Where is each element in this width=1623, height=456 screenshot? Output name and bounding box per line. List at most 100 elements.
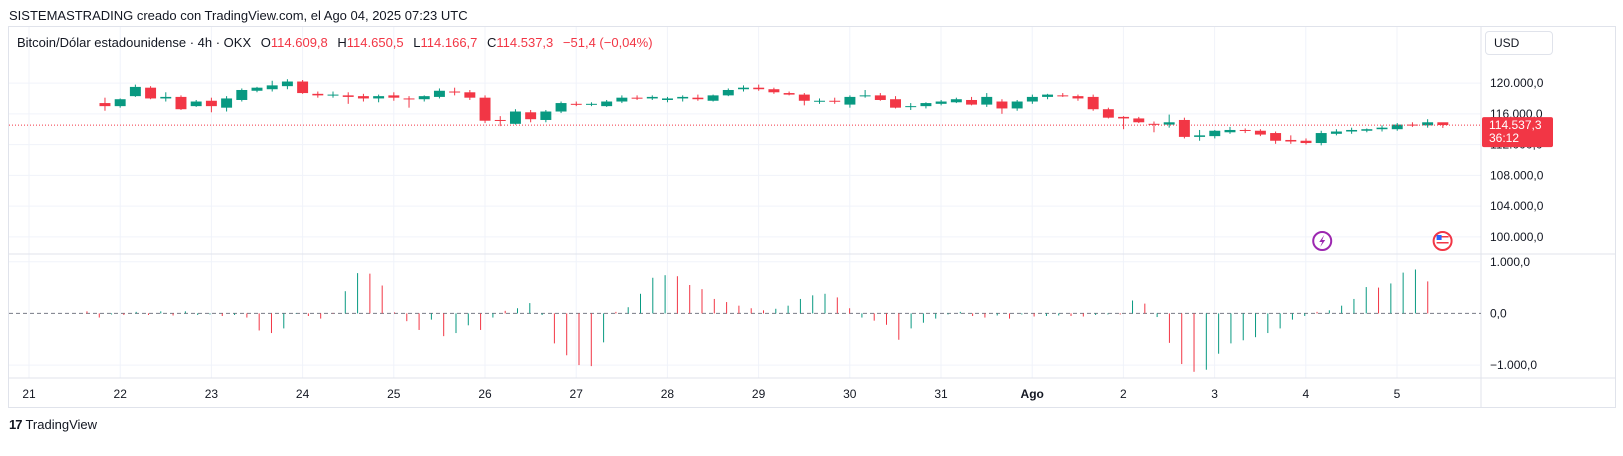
- candle-up: [920, 103, 932, 107]
- time-tick-label: Ago: [1021, 387, 1044, 401]
- legend-low-label: L: [413, 35, 421, 50]
- legend-change: −51,4 (−0,04%): [562, 35, 653, 50]
- flag-stripe: [1436, 242, 1449, 244]
- time-tick-label: 25: [387, 387, 401, 401]
- candle-down: [464, 92, 476, 98]
- candle-up: [677, 96, 689, 99]
- candle-down: [403, 98, 415, 100]
- flag-stripe: [1436, 239, 1449, 241]
- candle-down: [1057, 95, 1069, 97]
- candle-up: [540, 111, 552, 120]
- candle-up: [129, 86, 141, 97]
- candle-up: [509, 111, 521, 124]
- candle-up: [662, 98, 673, 100]
- chart-caption: SISTEMASTRADING creado con TradingView.c…: [9, 8, 468, 23]
- candle-up: [616, 97, 628, 102]
- candle-down: [1118, 116, 1130, 119]
- candle-down: [494, 119, 506, 121]
- oscillator-tick-label: 0,0: [1490, 306, 1507, 320]
- candle-up: [251, 87, 263, 91]
- candle-down: [1254, 130, 1266, 135]
- candle-up: [327, 94, 339, 96]
- candle-up: [585, 103, 597, 105]
- candle-up: [373, 96, 385, 99]
- candle-up: [950, 99, 962, 103]
- candle-up: [1330, 131, 1342, 134]
- flag-stripe: [1436, 236, 1449, 238]
- candle-down: [99, 103, 111, 107]
- price-tick-label: 104.000,0: [1490, 199, 1544, 213]
- legend-high: 114.650,5: [346, 35, 404, 50]
- candle-up: [1315, 133, 1327, 144]
- candle-up: [707, 95, 719, 101]
- last-price-badge: [1482, 117, 1553, 148]
- candle-up: [1163, 122, 1175, 125]
- candle-up: [236, 89, 248, 100]
- candle-up: [814, 100, 825, 102]
- candle-down: [1148, 123, 1160, 125]
- us-flag-event-icon: [1432, 231, 1453, 251]
- currency-button[interactable]: USD: [1485, 31, 1553, 55]
- time-tick-label: 21: [22, 387, 36, 401]
- time-tick-label: 27: [570, 387, 584, 401]
- candle-up: [1042, 94, 1054, 97]
- candle-up: [1026, 96, 1038, 102]
- candle-down: [525, 112, 537, 120]
- flag-stripe: [1436, 245, 1449, 247]
- time-tick-label: 29: [752, 387, 766, 401]
- candle-up: [1011, 101, 1023, 109]
- candle-down: [783, 93, 795, 95]
- candle-down: [570, 103, 582, 105]
- candle-down: [449, 91, 461, 93]
- legend-high-label: H: [337, 35, 347, 50]
- candle-up: [738, 87, 749, 90]
- time-tick-label: 30: [843, 387, 857, 401]
- time-tick-label: 3: [1211, 387, 1218, 401]
- tradingview-logo[interactable]: 17 TradingView: [9, 417, 97, 432]
- candle-down: [1406, 124, 1418, 126]
- candle-up: [905, 106, 917, 108]
- candle-up: [935, 101, 947, 104]
- candle-down: [342, 95, 354, 97]
- time-tick-label: 22: [114, 387, 128, 401]
- candle-up: [281, 81, 293, 87]
- candle-down: [753, 87, 765, 90]
- legend-open: 114.609,8: [270, 35, 328, 50]
- time-tick-label: 31: [934, 387, 948, 401]
- candle-down: [357, 96, 369, 99]
- candle-down: [890, 99, 902, 108]
- candle-up: [1361, 129, 1373, 131]
- candle-down: [479, 97, 491, 121]
- candle-down: [1102, 109, 1114, 118]
- time-tick-label: 5: [1394, 387, 1401, 401]
- candle-up: [418, 96, 430, 100]
- time-tick-label: 2: [1120, 387, 1127, 401]
- symbol-legend[interactable]: Bitcoin/Dólar estadounidense · 4h · OKX …: [17, 35, 653, 50]
- candle-up: [981, 96, 993, 105]
- lightning-glyph: [1319, 235, 1326, 247]
- candle-down: [1300, 140, 1312, 144]
- flag-canton: [1436, 235, 1442, 240]
- candle-down: [874, 95, 886, 100]
- candle-up: [433, 90, 445, 97]
- price-tick-label: 120.000,0: [1490, 76, 1544, 90]
- candle-down: [1285, 139, 1297, 142]
- chart-frame: [8, 26, 1616, 408]
- candle-up: [266, 85, 278, 90]
- candle-down: [1072, 96, 1084, 99]
- time-tick-label: 26: [478, 387, 492, 401]
- candle-up: [1194, 135, 1206, 137]
- candle-up: [114, 99, 126, 107]
- price-tick-label: 108.000,0: [1490, 168, 1544, 182]
- candle-up: [859, 95, 871, 97]
- candle-up: [190, 101, 202, 107]
- oscillator-tick-label: 1.000,0: [1490, 255, 1530, 269]
- legend-open-label: O: [260, 35, 271, 50]
- candle-up: [1209, 130, 1221, 137]
- candle-down: [312, 93, 324, 96]
- candle-down: [1270, 133, 1282, 141]
- candle-down: [205, 100, 217, 107]
- legend-low: 114.166,7: [420, 35, 478, 50]
- legend-close-label: C: [487, 35, 497, 50]
